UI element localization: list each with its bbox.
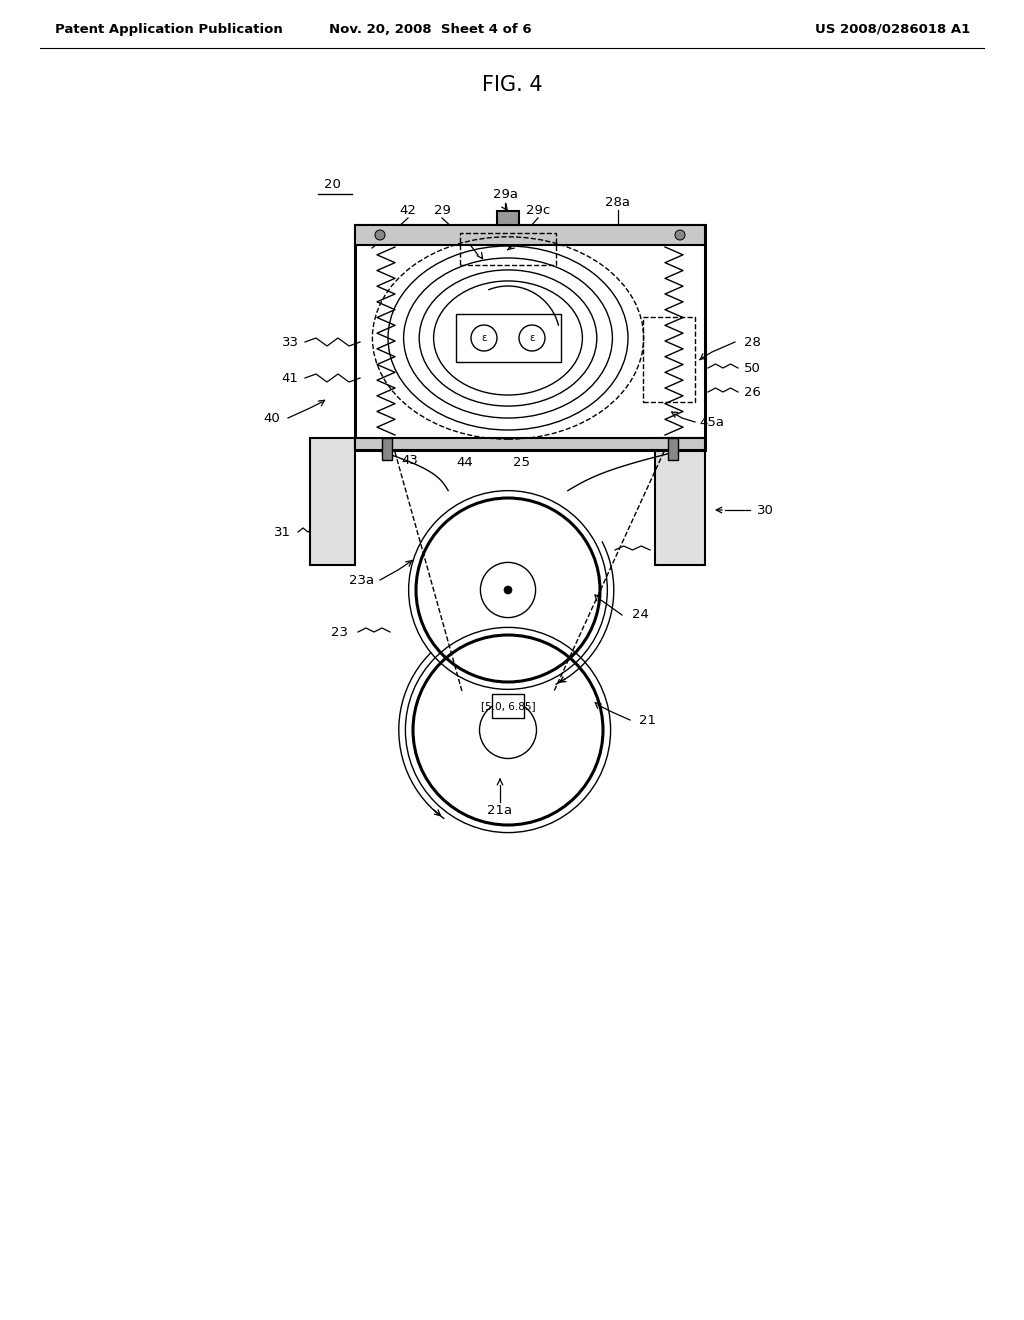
Text: 28: 28 [743, 335, 761, 348]
Text: 44: 44 [457, 455, 473, 469]
Text: 43: 43 [401, 454, 419, 466]
Bar [492, 694, 524, 718]
Text: 50: 50 [743, 362, 761, 375]
Text: [5.0, 6.85]: [5.0, 6.85] [480, 701, 536, 711]
Bar [655, 438, 705, 565]
Text: 28a: 28a [605, 195, 631, 209]
Bar [310, 438, 355, 565]
Bar [355, 224, 705, 246]
Text: 41: 41 [282, 371, 298, 384]
Text: 29a: 29a [493, 189, 517, 202]
Bar [497, 211, 519, 224]
Text: 25: 25 [513, 455, 530, 469]
Text: 20: 20 [324, 178, 340, 191]
Text: 21a: 21a [487, 804, 513, 817]
Circle shape [675, 230, 685, 240]
Bar [456, 314, 560, 362]
Text: Nov. 20, 2008  Sheet 4 of 6: Nov. 20, 2008 Sheet 4 of 6 [329, 22, 531, 36]
Text: 31: 31 [273, 525, 291, 539]
Text: ε: ε [529, 333, 535, 343]
Text: 21: 21 [640, 714, 656, 726]
Text: US 2008/0286018 A1: US 2008/0286018 A1 [815, 22, 970, 36]
Text: 33: 33 [282, 335, 299, 348]
Text: 29: 29 [433, 203, 451, 216]
Text: 24: 24 [632, 609, 648, 622]
Bar [382, 438, 392, 459]
Text: 42: 42 [399, 203, 417, 216]
Text: Patent Application Publication: Patent Application Publication [55, 22, 283, 36]
Text: 30: 30 [757, 503, 773, 516]
Circle shape [375, 230, 385, 240]
Text: 23: 23 [332, 626, 348, 639]
Text: 22: 22 [656, 544, 674, 557]
Bar [460, 234, 556, 265]
Text: 29c: 29c [526, 203, 550, 216]
Bar [355, 224, 705, 450]
Text: 23a: 23a [349, 573, 375, 586]
Bar [355, 438, 705, 450]
Text: 26: 26 [743, 385, 761, 399]
Bar [643, 317, 695, 403]
Bar [668, 438, 678, 459]
Text: 40: 40 [263, 412, 281, 425]
Text: FIG. 4: FIG. 4 [481, 75, 543, 95]
Text: 45a: 45a [699, 416, 725, 429]
Circle shape [504, 586, 512, 594]
Text: ε: ε [481, 333, 486, 343]
